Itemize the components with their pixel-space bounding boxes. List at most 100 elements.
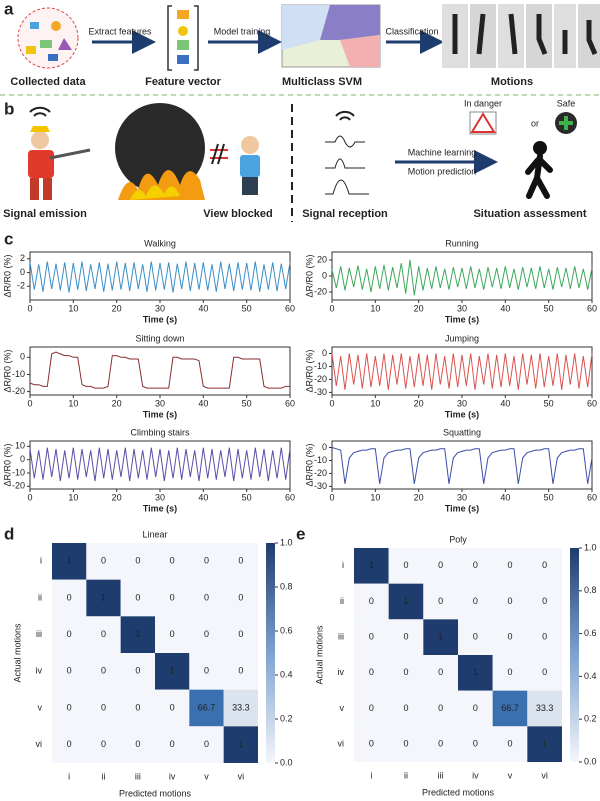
caption: Motions <box>491 76 533 88</box>
x-tick-label: 40 <box>500 303 510 313</box>
x-tick-label: 30 <box>155 398 165 408</box>
y-tick-label: -20 <box>314 286 327 296</box>
cell-label: 0 <box>369 667 374 677</box>
cell <box>354 619 389 655</box>
signal-line <box>29 351 290 389</box>
cell-label: 0 <box>238 556 243 566</box>
cell-label: 0 <box>67 702 72 712</box>
cell-label: 33.3 <box>536 703 554 713</box>
cell <box>388 583 424 620</box>
cell <box>223 653 258 690</box>
x-axis-label: Time (s) <box>143 503 177 513</box>
blocked-mark <box>211 143 225 165</box>
icon <box>26 46 36 54</box>
child <box>240 155 260 177</box>
x-tick-label: i <box>370 770 372 780</box>
state-label: In danger <box>464 98 502 108</box>
y-tick-label: -20 <box>12 481 25 491</box>
motion-photos <box>442 4 600 68</box>
plot-frame <box>331 251 593 301</box>
y-tick-label: -30 <box>314 387 327 397</box>
x-tick-label: 50 <box>544 398 554 408</box>
x-tick-label: 20 <box>414 303 424 313</box>
cell-label: 0 <box>507 739 512 749</box>
cell-label: 0 <box>438 739 443 749</box>
x-tick-label: 60 <box>285 398 295 408</box>
y-tick-label: 20 <box>317 254 327 264</box>
signal-line <box>331 447 593 484</box>
colorbar-tick-label: 0.0 <box>280 757 293 767</box>
x-tick-label: ii <box>404 770 408 780</box>
cell-label: 1 <box>170 666 175 676</box>
cell-label: 66.7 <box>501 703 519 713</box>
cell-label: 1 <box>67 556 72 566</box>
caption: Multiclass SVM <box>282 76 362 88</box>
y-tick-label: iv <box>36 666 43 676</box>
y-axis-label: ΔR/R0 (%) <box>304 349 314 392</box>
cell <box>155 653 190 690</box>
cell <box>527 690 562 727</box>
y-tick-label: 0 <box>322 270 327 280</box>
cell <box>492 619 528 655</box>
y-tick-label: -20 <box>314 374 327 384</box>
x-tick-label: 50 <box>544 303 554 313</box>
cell <box>527 726 562 762</box>
x-tick-label: 20 <box>112 303 122 313</box>
x-tick-label: 30 <box>457 398 467 408</box>
y-tick-label: 10 <box>15 441 25 451</box>
icon <box>40 40 52 48</box>
smoke <box>115 103 205 193</box>
cell-label: 0 <box>135 666 140 676</box>
firefighter <box>43 178 52 200</box>
caption: Collected data <box>10 76 86 88</box>
caption: Feature vector <box>145 76 222 88</box>
x-tick-label: 40 <box>500 398 510 408</box>
cell <box>388 548 424 584</box>
colorbar-tick-label: 0.4 <box>280 669 293 679</box>
cell-label: 0 <box>170 629 175 639</box>
cell <box>86 543 121 580</box>
colorbar-tick-label: 1.0 <box>584 542 597 552</box>
cell <box>52 543 87 580</box>
y-tick-label: i <box>342 560 344 570</box>
y-tick-label: -20 <box>12 386 25 396</box>
colorbar-tick-label: 0.6 <box>280 625 293 635</box>
cell <box>388 619 424 655</box>
cell-label: 0 <box>403 667 408 677</box>
x-tick-label: 0 <box>27 303 32 313</box>
y-tick-label: 0 <box>20 454 25 464</box>
x-tick-label: v <box>204 771 209 781</box>
cell-label: 0 <box>473 596 478 606</box>
cell-label: 1 <box>101 592 106 602</box>
y-tick-label: -30 <box>314 481 327 491</box>
x-tick-label: v <box>508 770 513 780</box>
cell <box>423 619 458 655</box>
arrow-label: Machine learning <box>408 147 477 157</box>
x-tick-label: 40 <box>500 492 510 502</box>
cell-label: 0 <box>473 560 478 570</box>
hose <box>49 148 91 160</box>
icon <box>177 40 189 50</box>
colorbar-tick-label: 0.8 <box>280 581 293 591</box>
cell-label: 0 <box>438 596 443 606</box>
y-tick-label: 0 <box>20 352 25 362</box>
cell <box>223 579 258 617</box>
signal-line <box>29 447 291 482</box>
x-axis-label: Predicted motions <box>422 787 495 797</box>
x-tick-label: 40 <box>198 398 208 408</box>
cell-label: 0 <box>369 739 374 749</box>
x-axis-label: Time (s) <box>143 314 177 324</box>
x-tick-label: 40 <box>198 492 208 502</box>
cell <box>189 726 224 763</box>
y-tick-label: 0 <box>322 348 327 358</box>
x-tick-label: 0 <box>329 303 334 313</box>
x-tick-label: 60 <box>285 492 295 502</box>
child <box>242 177 258 195</box>
colorbar <box>570 548 579 762</box>
cell <box>354 548 389 584</box>
x-tick-label: 20 <box>414 492 424 502</box>
cell <box>189 689 224 727</box>
cell-label: 0 <box>507 632 512 642</box>
cell <box>223 543 258 580</box>
